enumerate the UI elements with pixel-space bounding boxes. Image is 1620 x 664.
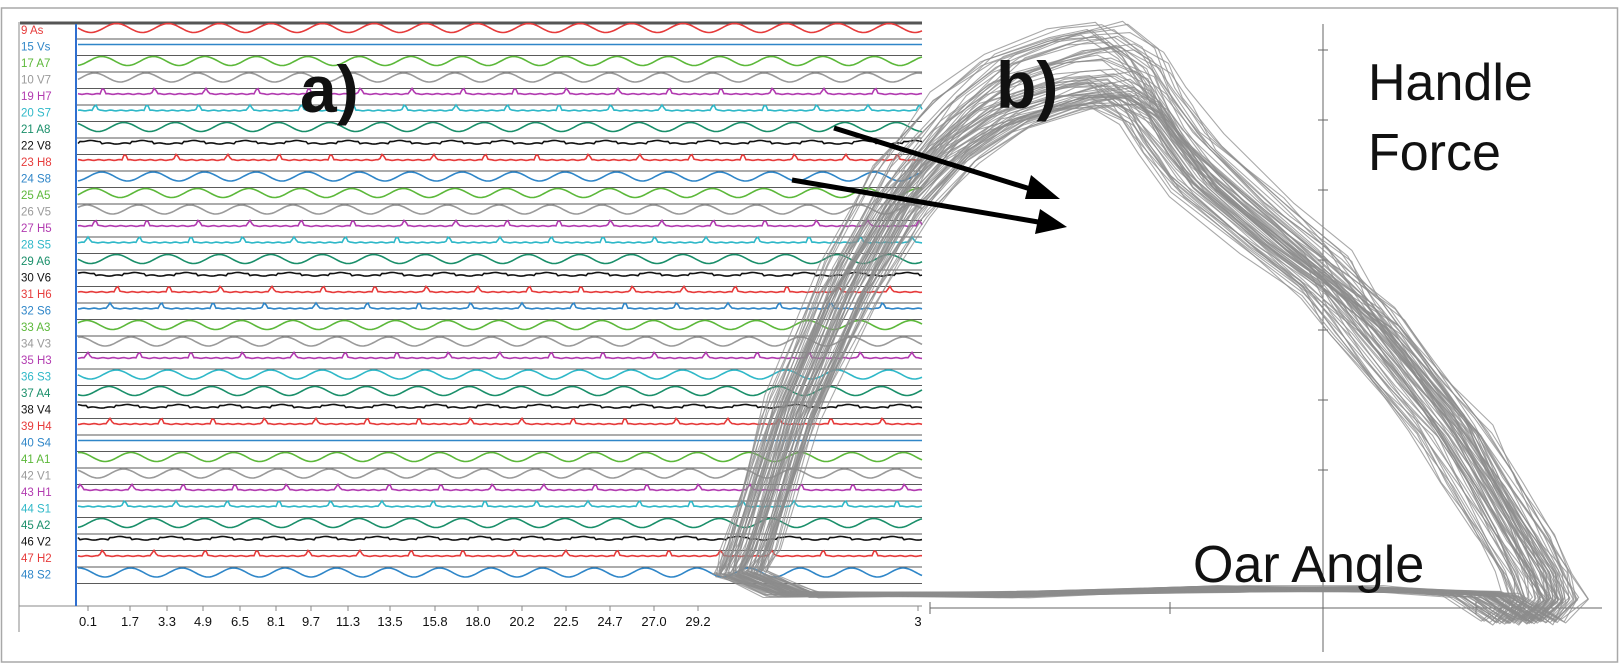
time-tick-label: 3 bbox=[914, 614, 921, 629]
force-curve bbox=[734, 79, 1555, 622]
channel-trace bbox=[77, 72, 923, 83]
channel-label: 46 V2 bbox=[21, 537, 51, 549]
channel-trace bbox=[77, 319, 923, 331]
channel-trace bbox=[77, 535, 923, 541]
channel-trace bbox=[77, 350, 923, 360]
arrow-2 bbox=[791, 177, 1045, 226]
time-tick-labels: 0.1 1.7 3.3 4.9 6.5 8.1 9.7 11.3 13.5 15.8 18.0 20.… bbox=[79, 606, 922, 629]
channel-label: 42 V1 bbox=[21, 471, 51, 483]
channel-label: 30 V6 bbox=[21, 273, 51, 285]
channel-label: 43 H1 bbox=[21, 487, 52, 499]
y-axis-label-handle: Handle bbox=[1368, 54, 1533, 112]
time-tick-label: 8.1 bbox=[267, 614, 285, 629]
channel-trace bbox=[77, 86, 923, 96]
time-tick-label: 9.7 bbox=[302, 614, 320, 629]
channel-trace bbox=[77, 253, 923, 265]
channel-trace bbox=[77, 271, 923, 277]
channel-label: 9 As bbox=[21, 25, 44, 37]
channel-trace bbox=[77, 218, 923, 228]
x-axis-label-oar-angle: Oar Angle bbox=[1193, 536, 1424, 594]
channel-labels: 9 As 15 Vs 17 A7 10 V7 19 H7 20 S7 21 A8 22 V8 2… bbox=[21, 25, 52, 582]
time-tick-label: 29.2 bbox=[685, 614, 710, 629]
channel-label: 19 H7 bbox=[21, 91, 52, 103]
channel-label: 47 H2 bbox=[21, 553, 52, 565]
time-tick-label: 15.8 bbox=[422, 614, 447, 629]
channel-trace bbox=[77, 284, 923, 294]
channel-label: 26 V5 bbox=[21, 207, 51, 219]
panel-b-force-angle-plot: b) Handle Force Oar Angle bbox=[711, 20, 1602, 652]
force-curve bbox=[719, 83, 1517, 624]
time-tick-label: 6.5 bbox=[231, 614, 249, 629]
channel-label: 33 A3 bbox=[21, 322, 50, 334]
panel-b-label: b) bbox=[996, 48, 1058, 122]
channel-trace bbox=[77, 121, 923, 133]
channel-trace bbox=[77, 103, 923, 112]
channel-label: 20 S7 bbox=[21, 108, 51, 120]
channel-label: 28 S5 bbox=[21, 240, 51, 252]
channel-label: 23 H8 bbox=[21, 157, 52, 169]
time-tick-label: 0.1 bbox=[79, 614, 97, 629]
time-tick-label: 22.5 bbox=[553, 614, 578, 629]
force-curve bbox=[722, 94, 1529, 624]
channel-label: 39 H4 bbox=[21, 421, 52, 433]
channel-label: 40 S4 bbox=[21, 438, 52, 450]
channel-trace bbox=[77, 204, 923, 215]
arrow-1 bbox=[833, 125, 1041, 195]
channel-label: 45 A2 bbox=[21, 520, 50, 532]
channel-trace bbox=[77, 171, 923, 182]
channel-trace bbox=[78, 567, 923, 578]
channel-label: 44 S1 bbox=[21, 504, 51, 516]
panel-a-label: a) bbox=[300, 52, 359, 126]
connector-arrows bbox=[791, 125, 1067, 234]
channel-trace bbox=[77, 55, 923, 67]
panel-a-multichannel-plot: 9 As 15 Vs 17 A7 10 V7 19 H7 20 S7 21 A8 22 V8 2… bbox=[18, 21, 923, 632]
arrowhead-2 bbox=[1035, 209, 1067, 234]
channel-label: 36 S3 bbox=[21, 372, 51, 384]
channel-trace bbox=[77, 548, 922, 558]
channel-label: 29 A6 bbox=[21, 256, 50, 268]
channel-label: 10 V7 bbox=[21, 75, 51, 87]
channel-label: 25 A5 bbox=[21, 190, 50, 202]
force-curves bbox=[711, 20, 1589, 626]
y-axis-label-force: Force bbox=[1368, 124, 1501, 182]
channel-trace bbox=[77, 139, 923, 145]
time-tick-label: 20.2 bbox=[509, 614, 534, 629]
channel-trace bbox=[77, 152, 923, 162]
channel-trace bbox=[77, 301, 923, 310]
channel-label: 48 S2 bbox=[21, 570, 51, 582]
channel-label: 37 A4 bbox=[21, 388, 51, 400]
time-tick-label: 4.9 bbox=[194, 614, 212, 629]
time-tick-label: 13.5 bbox=[377, 614, 402, 629]
channel-trace bbox=[77, 416, 923, 426]
channel-label: 21 A8 bbox=[21, 124, 50, 136]
channel-label: 17 A7 bbox=[21, 58, 50, 70]
channel-trace bbox=[77, 336, 923, 347]
channel-trace bbox=[77, 187, 923, 199]
channel-label: 31 H6 bbox=[21, 289, 52, 301]
time-tick-label: 24.7 bbox=[597, 614, 622, 629]
arrowhead-1 bbox=[1025, 175, 1060, 199]
channel-label: 32 S6 bbox=[21, 306, 51, 318]
channel-label: 15 Vs bbox=[21, 42, 51, 54]
time-tick-label: 18.0 bbox=[465, 614, 490, 629]
channel-label: 24 S8 bbox=[21, 174, 51, 186]
channel-label: 35 H3 bbox=[21, 355, 52, 367]
force-curve bbox=[763, 96, 1564, 622]
channel-label: 41 A1 bbox=[21, 454, 50, 466]
channel-trace bbox=[77, 22, 923, 34]
force-curve bbox=[713, 93, 1516, 623]
channel-label: 27 H5 bbox=[21, 223, 52, 235]
channel-trace bbox=[77, 235, 923, 244]
channel-label: 38 V4 bbox=[21, 405, 52, 417]
time-tick-label: 11.3 bbox=[336, 614, 360, 629]
channel-label: 22 V8 bbox=[21, 141, 51, 153]
time-tick-label: 3.3 bbox=[158, 614, 176, 629]
channel-label: 34 V3 bbox=[21, 339, 51, 351]
channel-trace bbox=[77, 517, 923, 529]
time-tick-label: 27.0 bbox=[641, 614, 666, 629]
time-tick-label: 1.7 bbox=[121, 614, 139, 629]
